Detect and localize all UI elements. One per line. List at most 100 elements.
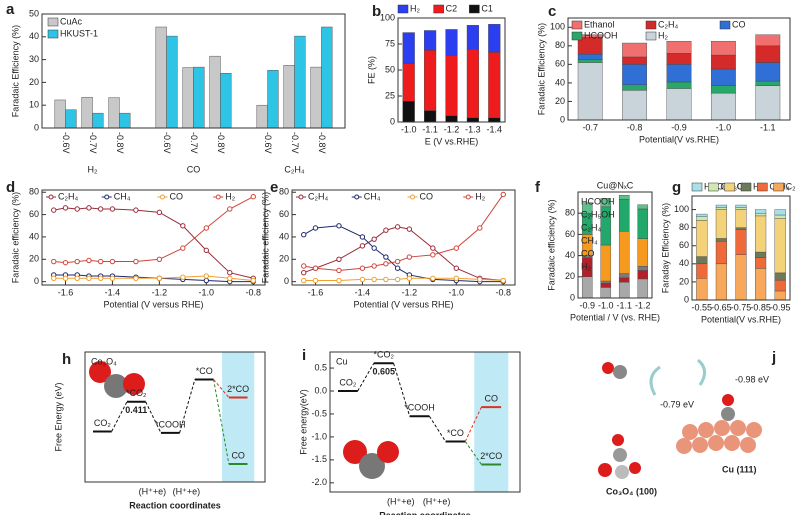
point [359,243,366,249]
level-label: CO [485,393,499,403]
point [500,277,506,284]
y-axis-label: FE (%) [366,56,376,84]
connector [357,362,375,392]
point [406,226,413,232]
y-tick-label: 80 [29,187,39,197]
y-tick-label: 80 [565,208,575,218]
level-label: 2*CO [480,451,502,461]
bar [65,109,77,129]
bar-segment [622,56,648,65]
bar-segment [735,254,747,301]
connector [179,379,196,434]
point [301,263,307,269]
annotation: 0.411 [125,405,147,415]
level-label: *COOH [155,419,186,429]
level-label: 2*CO [227,384,249,394]
bar-segment [488,52,501,119]
y-tick-label: 40 [29,231,39,241]
legend-swatch [47,29,59,39]
x-tick-label: -0.6V [162,132,172,154]
y-tick-label: 20 [679,276,689,286]
x-axis-label: Potential / V (vs. RHE) [570,312,660,322]
panel-label: e [270,179,278,196]
bar-segment [735,204,747,208]
point [203,225,210,231]
point [406,254,413,260]
legend-swatch [410,194,415,200]
y-tick-label: 0.0 [314,385,327,395]
legend-swatch [740,182,752,192]
series-line [303,194,504,271]
point [394,276,401,283]
connector [464,406,482,442]
point [97,258,104,265]
x-tick-label: -1.2 [152,287,168,297]
bar-segment [577,53,603,60]
panel-label: c [548,3,556,20]
point [156,256,163,262]
x-tick-label: -0.8V [317,132,327,154]
bar-segment [735,209,747,228]
legend-swatch [47,17,59,27]
bar-segment [774,209,786,216]
bar-segment [696,220,708,257]
bar-segment [618,199,630,232]
point [51,207,57,213]
y-tick-label: 0 [34,122,39,132]
step-label: (H⁺+e) [173,486,201,496]
point [203,277,210,284]
y-tick-label: 40 [29,31,39,41]
x-tick-label: -0.65 [711,302,732,312]
point [227,206,233,212]
bar-segment [466,49,479,119]
x-tick-label: -0.75 [731,302,752,312]
bar-segment [600,287,612,299]
legend-swatch [645,20,657,30]
legend-label: HCOOH [581,196,615,206]
molecule-art [89,361,399,479]
point [51,275,57,281]
bar-segment [424,30,437,51]
energy-label: -0.79 eV [660,399,694,409]
legend-swatch [397,4,409,14]
x-tick-label: -0.55 [692,302,713,312]
bar-segment [715,207,727,210]
legend-swatch [48,194,54,200]
bar-segment [402,63,415,102]
point [301,232,307,238]
x-tick-label: -1.2 [402,287,418,297]
y-tick-label: -1.0 [311,431,327,441]
point [359,234,366,240]
legend-label: C₂H₄ [308,191,328,201]
y-tick-label: 80 [279,187,289,197]
point [312,265,319,271]
y-tick-label: 0 [684,294,689,304]
point [477,225,483,231]
legend-label: H₂ [225,191,235,201]
point [336,223,342,229]
connector [393,363,411,417]
x-tick-label: -1.1 [422,124,438,134]
level-label: *CO₂ [126,388,147,398]
point [301,277,307,284]
y-tick-label: 50 [385,64,395,74]
atom [104,374,128,398]
point [133,207,139,213]
panel-label: a [6,1,15,18]
series-line [53,207,254,279]
point [109,275,116,281]
connector [428,415,446,442]
legend-label: CH₄ [114,191,131,201]
bar-segment [622,90,648,121]
x-axis-label: Potential (V versus RHE) [353,299,453,309]
point [156,209,163,216]
legend-swatch [719,20,731,30]
point [336,277,342,284]
point [453,245,460,251]
bar-segment [666,81,692,89]
y-tick-label: 60 [565,229,575,239]
y-tick-label: 0 [560,114,565,124]
bar-segment [445,115,458,123]
connector [213,379,230,465]
y-tick-label: 0 [570,292,575,302]
